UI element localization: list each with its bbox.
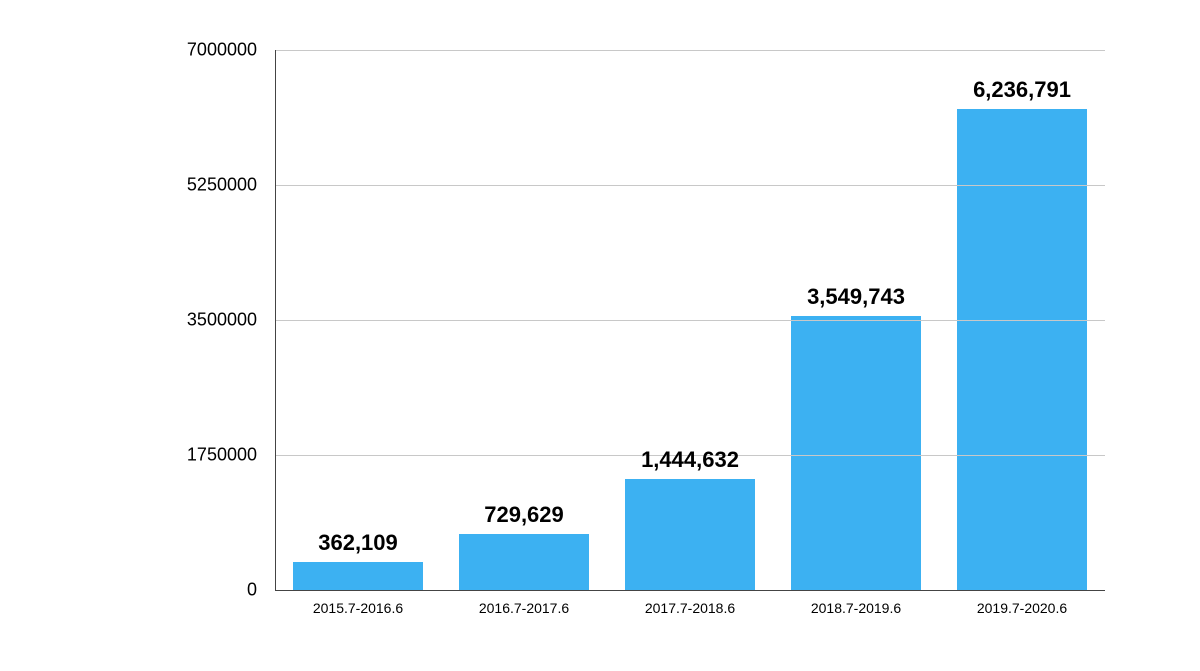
y-tick-label: 3500000 bbox=[187, 310, 257, 331]
y-tick-label: 0 bbox=[247, 580, 257, 601]
bar-value-label: 6,236,791 bbox=[973, 77, 1071, 103]
x-axis bbox=[275, 590, 1105, 591]
x-tick-label: 2018.7-2019.6 bbox=[811, 600, 901, 616]
bar-value-label: 3,549,743 bbox=[807, 284, 905, 310]
bar bbox=[293, 562, 422, 590]
y-tick-label: 7000000 bbox=[187, 40, 257, 61]
bar bbox=[957, 109, 1086, 590]
x-tick-label: 2015.7-2016.6 bbox=[313, 600, 403, 616]
bar-value-label: 729,629 bbox=[484, 502, 564, 528]
gridline bbox=[275, 50, 1105, 51]
x-tick-label: 2016.7-2017.6 bbox=[479, 600, 569, 616]
x-tick-label: 2017.7-2018.6 bbox=[645, 600, 735, 616]
y-tick-label: 5250000 bbox=[187, 175, 257, 196]
y-tick-label: 1750000 bbox=[187, 445, 257, 466]
y-axis bbox=[275, 50, 276, 590]
gridline bbox=[275, 185, 1105, 186]
x-tick-label: 2019.7-2020.6 bbox=[977, 600, 1067, 616]
bar bbox=[459, 534, 588, 590]
bar bbox=[791, 316, 920, 590]
bar-value-label: 1,444,632 bbox=[641, 447, 739, 473]
bar-chart: 0 1750000 3500000 5250000 7000000 362,109 2015… bbox=[0, 0, 1200, 671]
gridline bbox=[275, 320, 1105, 321]
bar-value-label: 362,109 bbox=[318, 530, 398, 556]
bar bbox=[625, 479, 754, 590]
